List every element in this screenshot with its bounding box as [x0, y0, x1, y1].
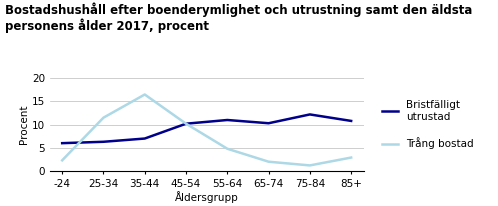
- Text: Bostadshushåll efter boenderymlighet och utrustning samt den äldsta
personens ål: Bostadshushåll efter boenderymlighet och…: [5, 2, 473, 34]
- Legend: Bristfälligt
utrustad, Trång bostad: Bristfälligt utrustad, Trång bostad: [378, 96, 478, 153]
- Y-axis label: Procent: Procent: [19, 105, 29, 144]
- X-axis label: Åldersgrupp: Åldersgrupp: [175, 191, 239, 203]
